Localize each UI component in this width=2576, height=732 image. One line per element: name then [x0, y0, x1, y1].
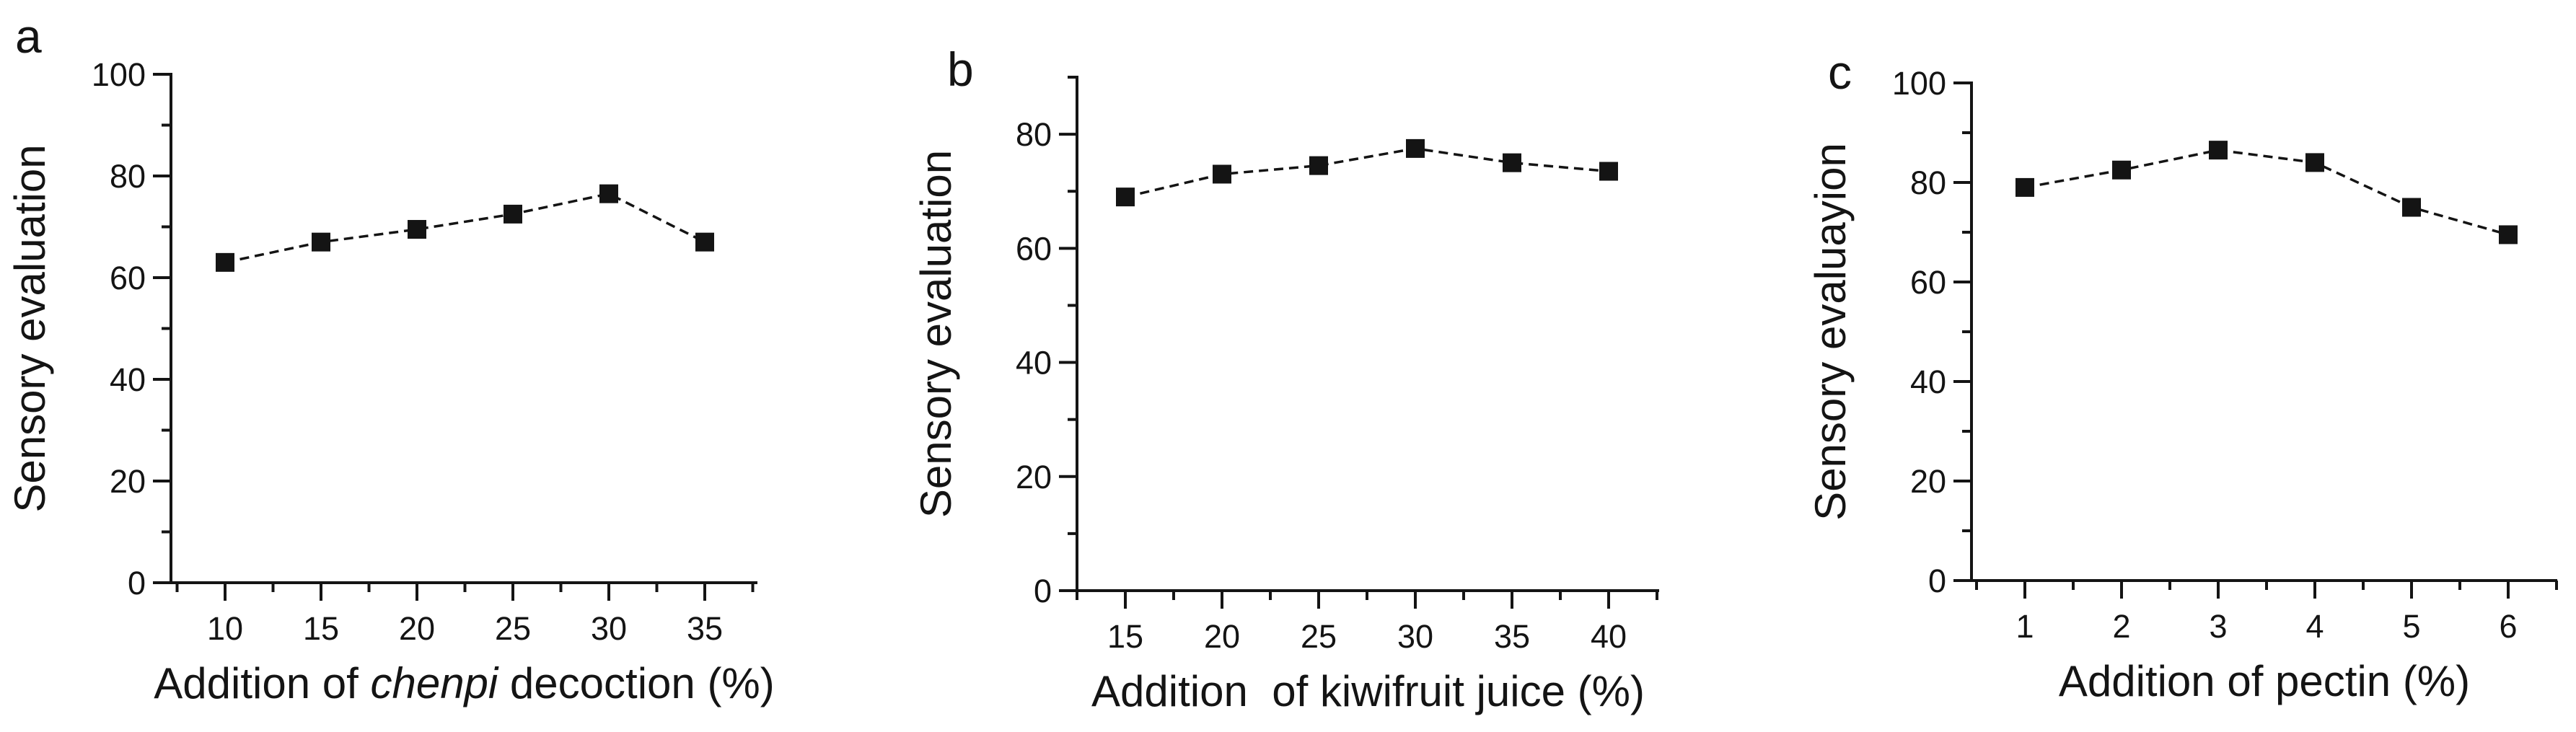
y-tick-label: 100 — [1892, 65, 1946, 102]
data-point-marker — [2015, 177, 2034, 197]
data-point-marker — [504, 204, 522, 224]
chart-panel-b: 0 20 40 60 80 15 20 25 30 35 40 Addition of kiwifru… — [912, 76, 1659, 715]
chart-panel-c: 0 20 40 60 80 100 1 2 3 4 5 6 Addition of pectin (%)… — [1806, 65, 2558, 705]
data-line-a — [224, 192, 705, 264]
x-tick-label: 10 — [207, 610, 243, 647]
x-tick-label: 15 — [303, 610, 339, 647]
x-axis-title-italic-part: chenpi — [370, 659, 498, 707]
y-tick-label: 40 — [1910, 363, 1946, 400]
y-tick-label: 0 — [1928, 563, 1946, 599]
y-tick-label: 0 — [1034, 573, 1052, 609]
x-axis-title: Addition of pectin (%) — [2059, 657, 2470, 705]
x-tick-label: 5 — [2402, 608, 2420, 645]
data-point-marker — [1116, 188, 1135, 207]
x-tick-label: 2 — [2112, 608, 2130, 645]
data-point-marker — [2499, 225, 2518, 244]
x-tick-label: 6 — [2499, 608, 2517, 645]
x-axis-title-part: Addition of kiwifruit juice (%) — [1091, 667, 1645, 715]
x-tick-label: 35 — [1494, 618, 1530, 655]
data-point-marker — [1599, 162, 1618, 181]
panel-label-a: a — [15, 9, 42, 63]
data-point-marker — [1406, 138, 1425, 158]
data-point-marker — [2305, 153, 2324, 172]
x-axis-title-part: Addition of — [154, 659, 370, 707]
y-tick-label: 60 — [1016, 230, 1052, 267]
data-point-marker — [1213, 164, 1231, 184]
x-tick-label: 35 — [687, 610, 723, 647]
y-tick-label: 60 — [110, 260, 146, 296]
data-point-marker — [2112, 160, 2131, 180]
y-tick-label: 20 — [110, 463, 146, 500]
x-axis-title-part: decoction (%) — [498, 659, 775, 707]
x-tick-label: 4 — [2305, 608, 2324, 645]
y-tick-label: 20 — [1910, 463, 1946, 500]
x-tick-label: 25 — [495, 610, 531, 647]
y-tick-label: 20 — [1016, 459, 1052, 495]
axes-b: 0 20 40 60 80 15 20 25 30 35 40 — [1016, 76, 1659, 655]
x-tick-label: 30 — [1397, 618, 1433, 655]
data-point-marker — [216, 252, 234, 272]
y-tick-label: 80 — [110, 158, 146, 195]
y-axis-title: Sensory evaluayion — [1806, 143, 1855, 521]
data-line-b — [1125, 147, 1609, 198]
y-tick-label: 0 — [128, 565, 146, 601]
data-point-marker — [408, 220, 426, 239]
y-axis-title: Sensory evaluation — [912, 150, 960, 518]
x-axis-title: Addition of kiwifruit juice (%) — [1091, 667, 1645, 715]
data-point-marker — [312, 232, 330, 252]
x-tick-label: 30 — [591, 610, 627, 647]
x-axis-title-part: Addition of pectin (%) — [2059, 657, 2470, 705]
panel-label-c: c — [1828, 45, 1852, 99]
data-point-marker — [2402, 198, 2421, 217]
panel-label-b: b — [947, 43, 974, 96]
x-axis-title: Addition of chenpi decoction (%) — [154, 659, 775, 707]
y-axis-title: Sensory evaluation — [6, 144, 54, 512]
x-tick-label: 40 — [1591, 618, 1627, 655]
data-point-marker — [599, 184, 618, 203]
data-point-marker — [1503, 153, 1521, 172]
y-tick-label: 60 — [1910, 264, 1946, 301]
y-tick-label: 80 — [1016, 116, 1052, 153]
x-tick-label: 3 — [2209, 608, 2227, 645]
y-tick-label: 80 — [1910, 164, 1946, 201]
x-tick-label: 1 — [2015, 608, 2034, 645]
y-tick-label: 40 — [1016, 345, 1052, 382]
chart-panel-a: 0 20 40 60 80 100 10 15 20 25 30 35 Addition of chen… — [6, 56, 775, 707]
x-tick-label: 25 — [1301, 618, 1337, 655]
y-tick-label: 100 — [92, 56, 146, 93]
y-tick-label: 40 — [110, 361, 146, 398]
data-point-marker — [1309, 156, 1328, 175]
x-tick-label: 20 — [399, 610, 435, 647]
axes-c: 0 20 40 60 80 100 1 2 3 4 5 6 — [1892, 65, 2558, 645]
data-point-marker — [695, 232, 714, 252]
data-line-c — [2024, 149, 2509, 237]
axes-a: 0 20 40 60 80 100 10 15 20 25 30 35 — [92, 56, 757, 647]
data-point-marker — [2209, 141, 2228, 160]
x-tick-label: 15 — [1107, 618, 1143, 655]
x-tick-label: 20 — [1204, 618, 1240, 655]
